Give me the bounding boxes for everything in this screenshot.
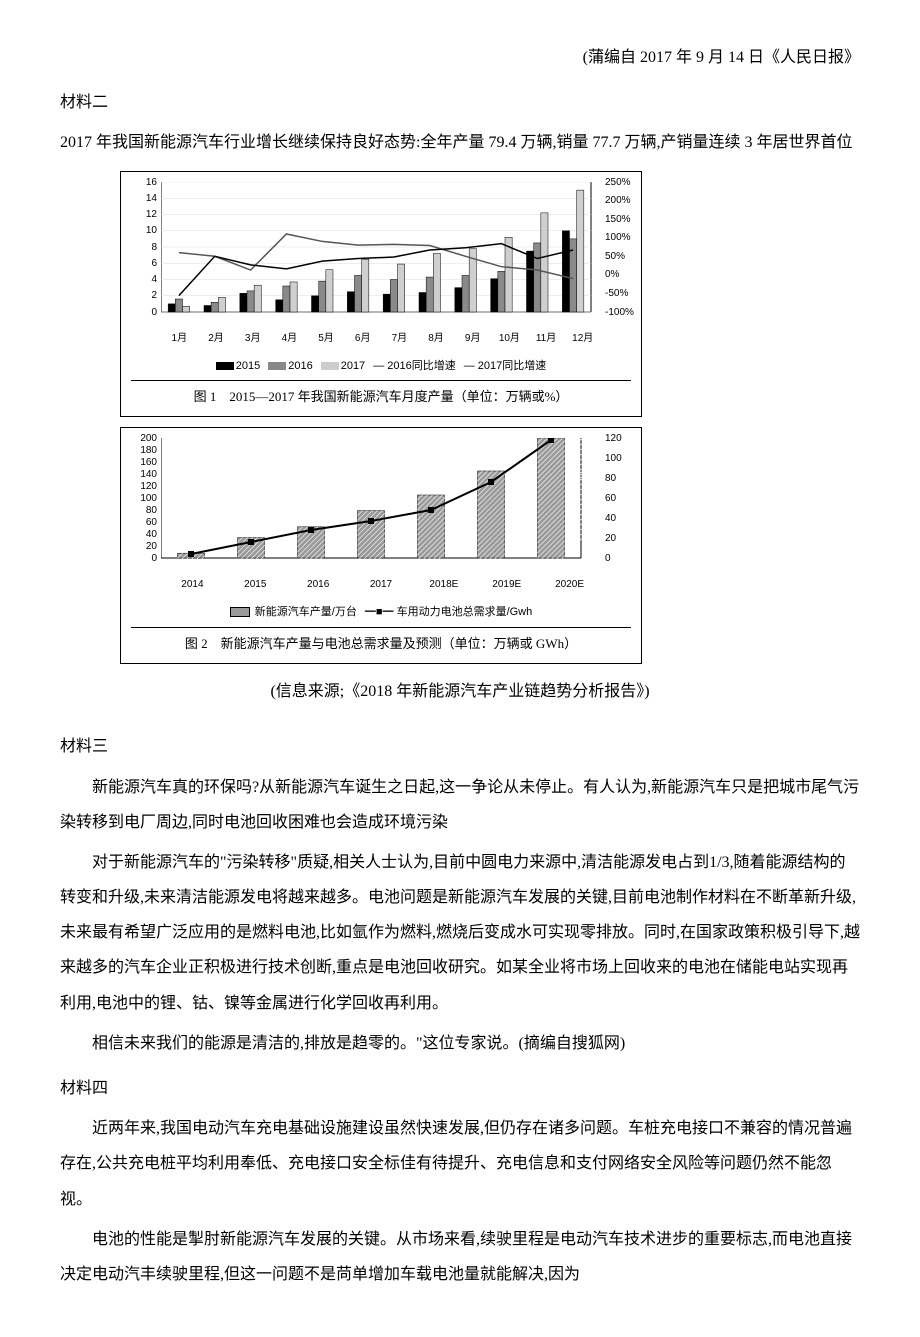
chart2-x-labels: 20142015201620172018E2019E2020E [161,574,601,596]
heading-material-3: 材料三 [60,729,860,764]
chart1-legend: 201520162017— 2016同比增速— 2017同比增速 [121,352,641,380]
para-material-2: 2017 年我国新能源汽车行业增长继续保持良好态势:全年产量 79.4 万辆,销… [60,125,860,160]
para-4a: 近两年来,我国电动汽车充电基础设施建设虽然快速发展,但仍存在诸多问题。车桩充电接… [60,1111,860,1217]
para-4b: 电池的性能是掣肘新能源汽车发展的关键。从市场来看,续驶里程是电动汽车技术进步的重… [60,1222,860,1292]
chart-2-container: 200180160140120100806040200 120100806040… [120,427,642,664]
para-3c: 相信未来我们的能源是清洁的,排放是趋零的。"这位专家说。(摘编自搜狐网) [60,1026,860,1061]
chart2-plot [161,438,601,568]
chart-1-container: 1614121086420 250%200%150%100%50%0%-50%-… [120,171,642,418]
chart1-caption: 图 1 2015—2017 年我国新能源汽车月度产量（单位：万辆或%） [121,381,641,417]
heading-material-2: 材料二 [60,85,860,120]
chart2-caption: 图 2 新能源汽车产量与电池总需求量及预测（单位：万辆或 GWh） [121,628,641,664]
para-3b: 对于新能源汽车的"污染转移"质疑,相关人士认为,目前中圆电力来源中,清洁能源发电… [60,845,860,1021]
source-citation-top: (蒲编自 2017 年 9 月 14 日《人民日报》 [60,40,860,75]
heading-material-4: 材料四 [60,1071,860,1106]
para-3a: 新能源汽车真的环保吗?从新能源汽车诞生之日起,这一争论从未停止。有人认为,新能源… [60,770,860,840]
source-citation-2: (信息来源;《2018 年新能源汽车产业链趋势分析报告》) [60,674,860,709]
chart2-legend: 新能源汽车产量/万台━■━ 车用动力电池总需求量/Gwh [121,598,641,626]
chart1-plot [161,182,601,322]
chart1-x-labels: 1月2月3月4月5月6月7月8月9月10月11月12月 [161,328,601,350]
